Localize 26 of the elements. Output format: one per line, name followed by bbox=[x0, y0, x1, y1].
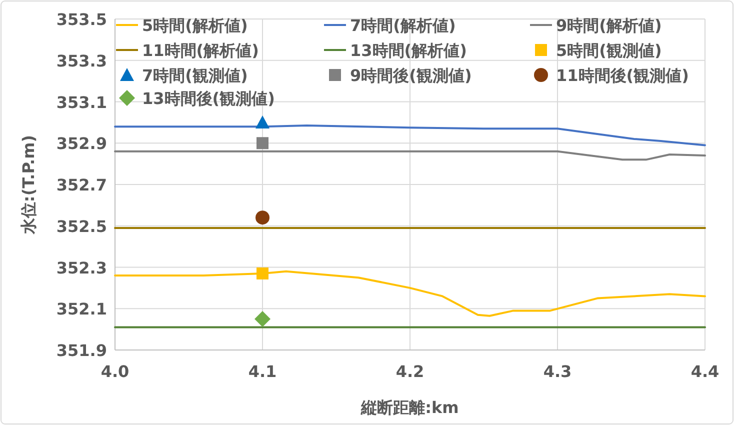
y-tick-label: 352.5 bbox=[56, 216, 107, 236]
legend-label: 9時間後(観測値) bbox=[350, 66, 472, 85]
legend-label: 7時間(観測値) bbox=[142, 66, 248, 85]
x-tick-label: 4.4 bbox=[690, 362, 720, 381]
legend-label: 11時間後(観測値) bbox=[556, 66, 689, 85]
legend-label: 9時間(解析値) bbox=[556, 16, 662, 35]
legend-label: 5時間(観測値) bbox=[556, 41, 662, 60]
legend-label: 5時間(解析値) bbox=[142, 16, 248, 35]
y-tick-label: 351.9 bbox=[56, 341, 107, 360]
x-tick-label: 4.0 bbox=[100, 362, 130, 381]
y-tick-label: 353.3 bbox=[56, 51, 107, 70]
y-tick-label: 353.1 bbox=[56, 92, 107, 112]
x-tick-label: 4.3 bbox=[543, 362, 572, 381]
legend-label: 13時間(解析値) bbox=[350, 41, 467, 60]
y-tick-label: 353.5 bbox=[56, 10, 107, 29]
legend-label: 11時間(解析値) bbox=[142, 41, 259, 60]
legend-label: 13時間後(観測値) bbox=[142, 89, 275, 108]
y-tick-label: 352.1 bbox=[56, 300, 107, 319]
y-tick-label: 352.9 bbox=[56, 134, 107, 154]
x-tick-label: 4.1 bbox=[248, 362, 277, 381]
y-tick-label: 352.7 bbox=[56, 176, 107, 194]
legend-label: 7時間(解析値) bbox=[350, 16, 456, 35]
y-axis-title: 水位:(T.P.m) bbox=[19, 134, 38, 236]
y-tick-label: 352.3 bbox=[56, 258, 107, 278]
x-axis-title: 縦断距離:km bbox=[360, 398, 459, 417]
x-tick-label: 4.2 bbox=[396, 362, 424, 381]
